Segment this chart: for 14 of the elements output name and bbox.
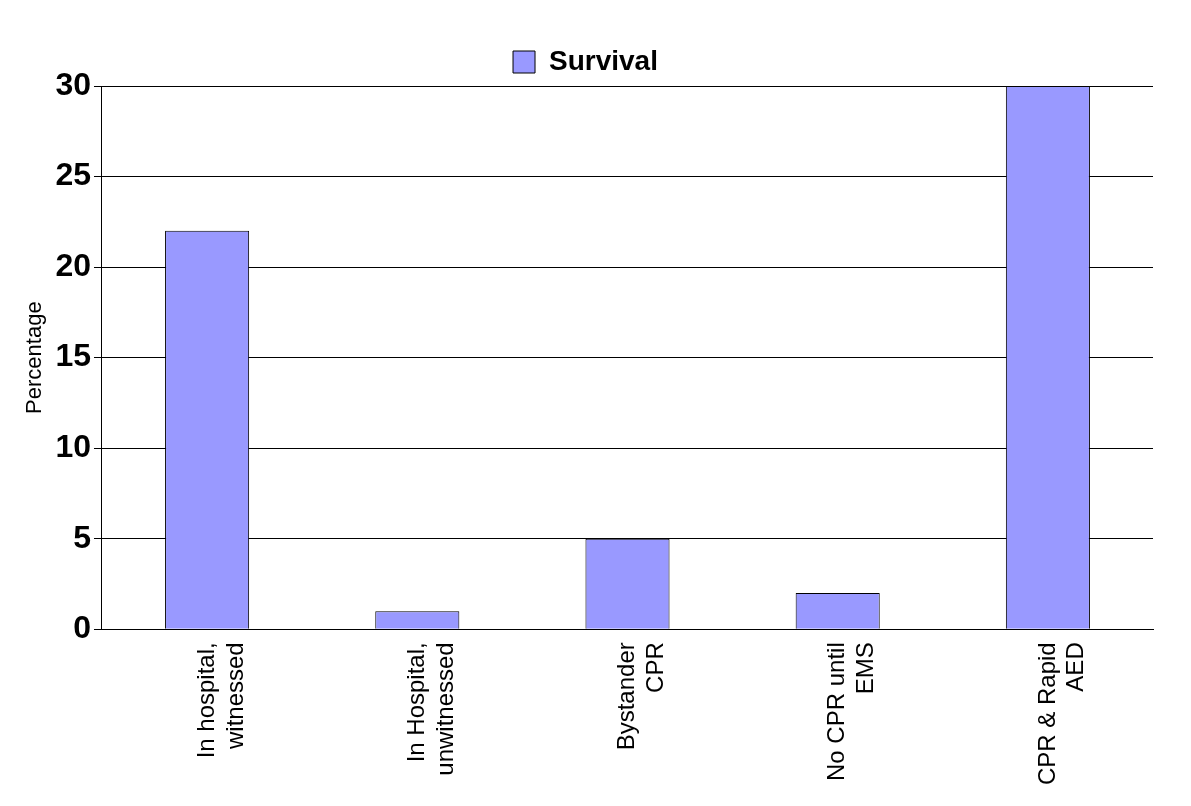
x-tick-label: In Hospital, unwitnessed bbox=[401, 642, 458, 776]
legend-label: Survival bbox=[549, 44, 658, 76]
y-tick-label: 30 bbox=[55, 65, 91, 102]
y-tick-label: 5 bbox=[73, 518, 91, 555]
y-tick-label: 0 bbox=[73, 609, 91, 646]
y-tick-label: 15 bbox=[55, 337, 91, 374]
x-tick-label: CPR & Rapid AED bbox=[1032, 642, 1089, 786]
y-axis-title: Percentage bbox=[21, 301, 47, 414]
y-tick-label: 20 bbox=[55, 246, 91, 283]
x-tick-label: In hospital, witnessed bbox=[191, 642, 248, 759]
x-tick-label: Bystander CPR bbox=[612, 642, 668, 751]
y-tick-label: 25 bbox=[55, 156, 91, 193]
y-tick-label: 10 bbox=[55, 428, 91, 465]
x-tick-label: No CPR until EMS bbox=[822, 642, 879, 781]
